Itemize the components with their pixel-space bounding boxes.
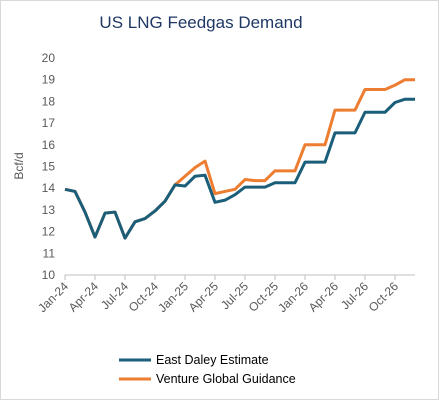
- y-tick-label: 12: [42, 225, 56, 239]
- y-tick-label: 14: [42, 181, 56, 195]
- y-tick-label: 19: [42, 73, 56, 87]
- x-tick-label: Oct-24: [126, 279, 162, 315]
- x-tick-label: Jul-24: [98, 279, 131, 312]
- x-axis-ticks: Jan-24Apr-24Jul-24Oct-24Jan-25Apr-25Jul-…: [35, 275, 401, 315]
- y-axis-ticks: 10 11 12 13 14 15 16 17 18 19 20: [42, 51, 56, 282]
- series-lines: [64, 78, 415, 240]
- x-tick-label: Jan-26: [275, 279, 311, 315]
- y-tick-label: 16: [42, 138, 56, 152]
- y-tick-label: 17: [42, 116, 56, 130]
- x-tick-label: Apr-26: [306, 279, 342, 315]
- x-tick-label: Jul-25: [218, 279, 251, 312]
- series-line-east-daley-estimate: [64, 97, 415, 240]
- chart-title: US LNG Feedgas Demand: [99, 13, 302, 32]
- legend: East Daley Estimate Venture Global Guida…: [119, 353, 296, 386]
- x-tick-label: Jan-24: [35, 279, 71, 315]
- y-tick-label: 11: [43, 246, 56, 260]
- legend-label-venture-global: Venture Global Guidance: [156, 372, 296, 386]
- x-tick-label: Apr-24: [66, 279, 102, 315]
- x-tick-label: Apr-25: [186, 279, 222, 315]
- y-tick-label: 18: [42, 94, 56, 108]
- y-tick-label: 13: [42, 203, 56, 217]
- x-tick-label: Oct-26: [366, 279, 402, 315]
- y-tick-label: 10: [42, 268, 56, 282]
- x-tick-label: Jul-26: [338, 279, 371, 312]
- y-tick-label: 20: [42, 51, 56, 65]
- legend-label-east-daley: East Daley Estimate: [156, 353, 269, 367]
- y-tick-label: 15: [42, 160, 56, 174]
- y-axis-label: Bcf/d: [12, 152, 26, 179]
- x-tick-label: Jan-25: [155, 279, 191, 315]
- series-line-venture-global-guidance: [64, 78, 415, 240]
- x-tick-label: Oct-25: [246, 279, 282, 315]
